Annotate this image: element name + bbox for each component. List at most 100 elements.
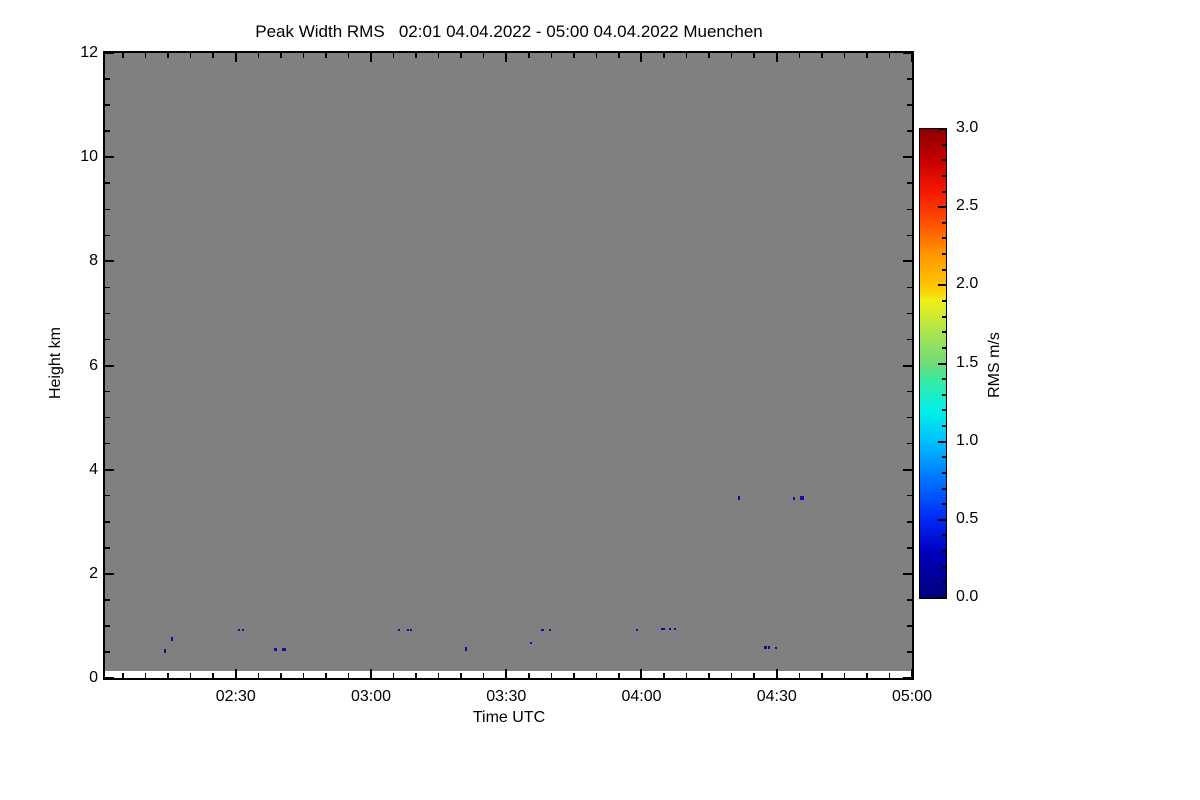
x-axis-tick — [392, 673, 395, 678]
y-axis-tick — [907, 208, 912, 210]
x-axis-tick-label: 03:00 — [350, 688, 391, 705]
colorbar-tick — [942, 299, 946, 302]
y-axis-tick — [105, 338, 110, 341]
x-axis-tick — [144, 53, 147, 58]
x-axis-tick — [663, 53, 665, 58]
y-axis-tick — [903, 52, 912, 54]
data-point — [237, 628, 240, 631]
data-point — [410, 629, 413, 632]
y-axis-tick — [907, 286, 912, 289]
y-axis-tick — [105, 599, 110, 601]
y-axis-tick — [105, 182, 110, 184]
x-axis-tick — [573, 53, 575, 58]
colorbar-gradient — [919, 128, 947, 599]
x-axis-tick — [708, 673, 710, 678]
colorbar-tick — [942, 456, 946, 459]
y-axis-tick — [907, 625, 912, 627]
x-axis-tick — [167, 53, 169, 58]
y-axis-tick — [903, 364, 912, 367]
colorbar-tick — [942, 174, 946, 177]
colorbar-tick — [942, 221, 946, 224]
y-axis-tick — [903, 572, 912, 575]
data-point — [673, 628, 676, 631]
colorbar-tick — [942, 393, 946, 396]
x-axis-tick — [369, 669, 372, 678]
y-axis-tick — [105, 130, 110, 132]
chart-title: Peak Width RMS 02:01 04.04.2022 - 05:00 … — [255, 22, 763, 41]
x-axis-tick — [911, 669, 913, 678]
colorbar-tick — [942, 581, 946, 584]
x-axis-tick — [550, 673, 553, 678]
data-point — [738, 495, 741, 500]
y-axis-tick — [907, 312, 912, 315]
x-axis-tick — [212, 673, 214, 678]
x-axis-tick — [437, 53, 440, 58]
x-axis-tick — [415, 53, 417, 58]
y-axis-tick — [105, 547, 110, 549]
x-axis-tick — [573, 673, 575, 678]
colorbar-tick — [942, 550, 946, 553]
x-axis-tick — [753, 673, 755, 678]
data-point — [635, 629, 638, 632]
x-axis-tick — [663, 673, 665, 678]
colorbar-tick — [938, 440, 946, 443]
colorbar-tick-label: 1.0 — [956, 431, 979, 449]
colorbar-tick-label: 3.0 — [956, 119, 979, 136]
colorbar-tick — [938, 597, 946, 599]
y-axis-tick — [105, 52, 114, 54]
colorbar-tick — [942, 190, 946, 193]
data-point — [793, 496, 796, 500]
x-axis-tick — [234, 669, 237, 678]
x-axis-tick — [753, 53, 755, 58]
y-axis-tick — [907, 547, 912, 549]
colorbar-tick — [942, 159, 946, 162]
y-axis-title: Height km — [47, 326, 64, 400]
y-axis-tick — [105, 625, 110, 627]
x-axis-tick — [392, 53, 395, 58]
data-point — [465, 647, 468, 652]
y-axis-tick — [907, 78, 912, 80]
colorbar-tick — [942, 253, 946, 256]
y-axis-tick — [105, 312, 110, 315]
x-axis-tick — [325, 673, 327, 678]
x-axis-tick — [843, 53, 846, 58]
y-axis-tick — [907, 521, 912, 523]
x-axis-tick — [257, 673, 260, 678]
colorbar-tick — [942, 409, 946, 412]
x-axis-tick — [595, 673, 598, 678]
x-axis-tick — [798, 53, 801, 58]
x-axis-tick — [122, 53, 124, 58]
y-axis-tick-label: 8 — [89, 252, 98, 270]
colorbar-tick — [942, 143, 946, 146]
x-axis-tick-label: 04:00 — [621, 688, 662, 705]
y-axis-tick-label: 4 — [89, 460, 98, 478]
y-axis-tick — [907, 182, 912, 184]
x-axis-tick — [369, 53, 372, 62]
data-point — [530, 642, 533, 645]
data-point — [775, 647, 778, 650]
data-point — [397, 629, 400, 632]
plot-area — [105, 52, 913, 679]
x-axis-tick — [618, 673, 620, 678]
y-axis-tick — [105, 286, 110, 289]
colorbar-tick — [942, 315, 946, 318]
data-point — [768, 645, 771, 649]
colorbar-tick-label: 0.5 — [956, 509, 979, 527]
y-axis-tick — [105, 104, 110, 106]
x-axis-tick — [189, 673, 192, 678]
data-point — [540, 629, 544, 632]
x-axis-tick — [708, 53, 710, 58]
x-axis-tick — [528, 53, 530, 58]
colorbar-tick — [942, 565, 946, 568]
y-axis-tick — [907, 416, 912, 419]
x-axis-tick — [482, 53, 485, 58]
colorbar-tick — [942, 378, 946, 381]
x-axis-tick — [821, 53, 823, 58]
y-axis-tick — [105, 521, 110, 523]
y-axis-tick-label: 10 — [80, 148, 98, 166]
colorbar-title: RMS m/s — [986, 332, 1003, 398]
x-axis-tick — [280, 53, 282, 58]
x-axis-tick — [730, 673, 733, 678]
x-axis-tick — [798, 673, 801, 678]
x-axis-tick — [325, 53, 327, 58]
